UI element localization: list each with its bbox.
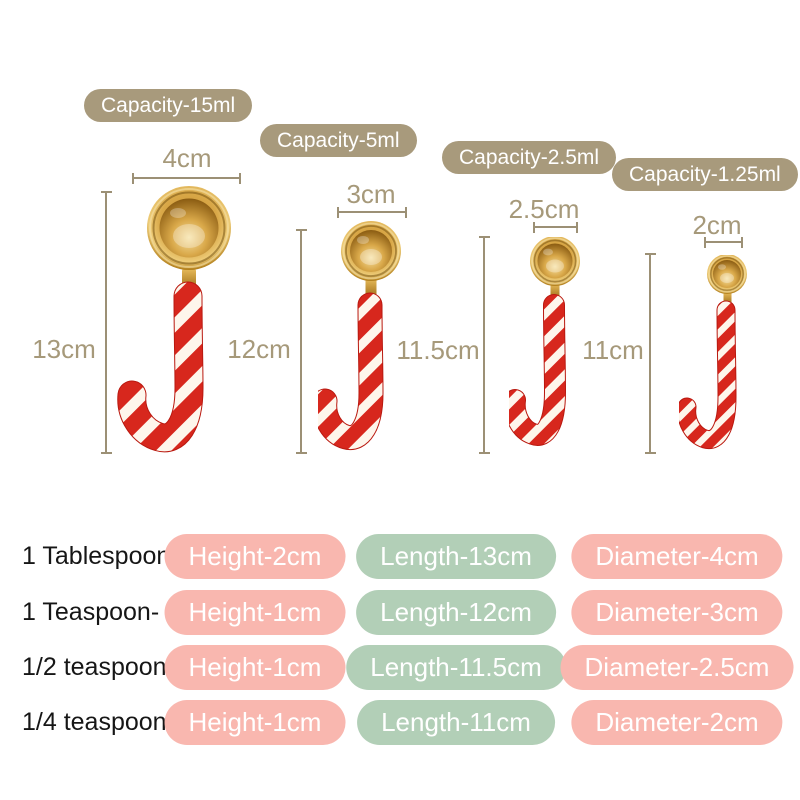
length-label: 12cm [227,334,291,364]
diameter-measure-line [704,236,743,248]
height-pill: Height-1cm [164,590,346,635]
candy-cane-spoon-illustration [679,255,747,450]
height-pill: Height-1cm [164,645,346,690]
spoon-handle [679,292,737,450]
row-label: 1/2 teaspoon- [22,653,175,681]
length-measure-line [644,253,656,454]
diameter-pill: Diameter-2.5cm [560,645,794,690]
diameter-pill: Diameter-2cm [571,700,783,745]
length-pill: Length-13cm [356,534,556,579]
diameter-label: 4cm [162,143,212,173]
length-pill: Length-11cm [357,700,555,745]
capacity-badge: Capacity-5ml [260,124,417,157]
spoon-bowl [707,255,747,294]
length-label: 11cm [582,335,644,365]
capacity-badge: Capacity-1.25ml [612,158,798,191]
row-label: 1 Tablespoon- [22,542,179,570]
spoon-bowl [530,237,580,286]
spoon-bowl [147,186,231,270]
diameter-pill: Diameter-3cm [571,590,783,635]
length-label: 11.5cm [396,335,480,365]
candy-cane-spoon-illustration [509,237,580,446]
diameter-label: 2.5cm [508,194,580,224]
spoon-handle [509,283,567,446]
spoon-bowl [341,221,401,281]
length-measure-line [100,191,112,454]
spoon-handle [318,278,384,450]
diameter-label: 3cm [346,179,396,209]
diameter-label: 2cm [692,210,742,240]
capacity-badge: Capacity-15ml [84,89,253,122]
diameter-measure-line [132,172,241,184]
diameter-pill: Diameter-4cm [571,534,783,579]
length-measure-line [478,236,490,454]
diameter-measure-line [337,206,407,218]
length-pill: Length-12cm [356,590,556,635]
spoon-handle [117,268,204,453]
diameter-measure-line [533,221,578,233]
height-pill: Height-1cm [164,700,346,745]
length-label: 13cm [32,334,96,364]
row-label: 1/4 teaspoon- [22,708,175,736]
candy-cane-spoon-illustration [117,186,231,453]
row-label: 1 Teaspoon- [22,598,160,626]
length-measure-line [295,229,307,454]
candy-cane-spoon-illustration [318,221,401,450]
length-pill: Length-11.5cm [346,645,566,690]
height-pill: Height-2cm [164,534,346,579]
capacity-badge: Capacity-2.5ml [442,141,617,174]
